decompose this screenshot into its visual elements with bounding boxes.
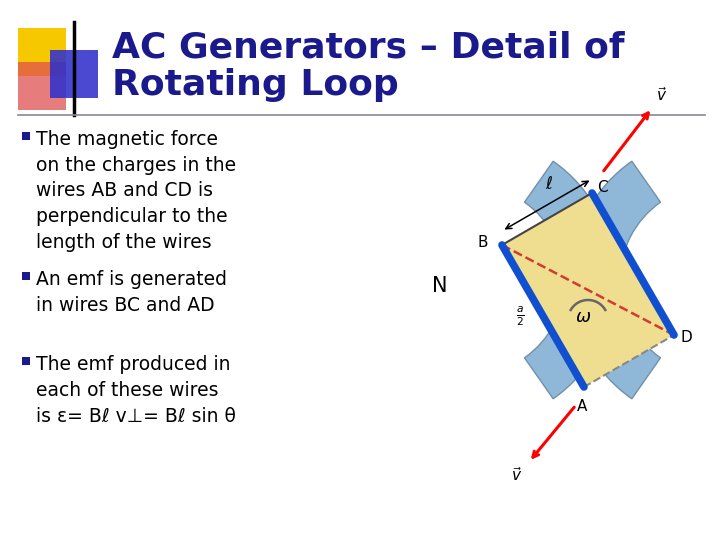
Text: $\omega$: $\omega$ bbox=[575, 308, 591, 326]
Text: $\vec{v}$: $\vec{v}$ bbox=[656, 86, 667, 104]
Text: $\ell$: $\ell$ bbox=[545, 175, 553, 193]
Text: An emf is generated
in wires BC and AD: An emf is generated in wires BC and AD bbox=[36, 270, 227, 315]
Bar bbox=[18, 28, 66, 76]
Text: C: C bbox=[597, 180, 608, 195]
Text: $\vec{v}$: $\vec{v}$ bbox=[511, 466, 522, 484]
Bar bbox=[22, 132, 30, 140]
Bar bbox=[22, 357, 30, 365]
Polygon shape bbox=[502, 193, 674, 387]
Text: $\frac{a}{2}$: $\frac{a}{2}$ bbox=[516, 304, 525, 328]
Text: The emf produced in
each of these wires
is ε= Bℓ v⊥= Bℓ sin θ: The emf produced in each of these wires … bbox=[36, 355, 236, 426]
Text: AC Generators – Detail of: AC Generators – Detail of bbox=[112, 30, 625, 64]
Wedge shape bbox=[524, 161, 615, 399]
Bar bbox=[22, 272, 30, 280]
Text: N: N bbox=[432, 276, 448, 296]
Text: B: B bbox=[477, 235, 488, 251]
Wedge shape bbox=[570, 161, 660, 399]
Bar bbox=[50, 50, 98, 98]
Text: Rotating Loop: Rotating Loop bbox=[112, 68, 399, 102]
Text: A: A bbox=[577, 399, 587, 414]
Text: The magnetic force
on the charges in the
wires AB and CD is
perpendicular to the: The magnetic force on the charges in the… bbox=[36, 130, 236, 252]
Text: D: D bbox=[680, 329, 692, 345]
Bar bbox=[18, 62, 66, 110]
